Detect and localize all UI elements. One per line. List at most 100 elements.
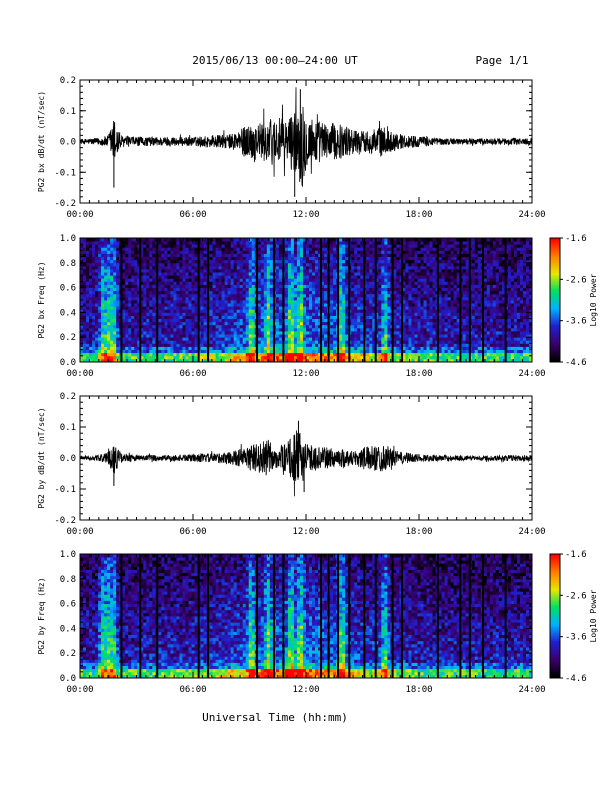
spectrogram-cell	[381, 288, 384, 292]
spectrogram-cell	[92, 347, 95, 351]
spectrogram-cell	[270, 288, 273, 292]
spectrogram-cell	[213, 278, 216, 282]
spectrogram-cell	[366, 272, 369, 276]
spectrogram-cell	[430, 328, 433, 332]
spectrogram-cell	[378, 309, 381, 313]
spectrogram-cell	[417, 343, 420, 347]
spectrogram-cell	[225, 325, 228, 329]
spectrogram-cell	[300, 254, 303, 258]
spectrogram-cell	[246, 325, 249, 329]
spectrogram-cell	[294, 353, 297, 357]
spectrogram-cell	[161, 340, 164, 344]
spectrogram-cell	[309, 247, 312, 251]
spectrogram-cell	[131, 300, 134, 304]
spectrogram-cell	[228, 272, 231, 276]
spectrogram-cell	[424, 328, 427, 332]
spectrogram-cell	[306, 300, 309, 304]
spectrogram-cell	[234, 350, 237, 354]
spectrogram-cell	[101, 316, 104, 320]
spectrogram-cell	[270, 328, 273, 332]
spectrogram-cell	[173, 325, 176, 329]
spectrogram-cell	[243, 347, 246, 351]
spectrogram-cell	[408, 322, 411, 326]
spectrogram-cell	[101, 257, 104, 261]
spectrogram-cell	[101, 294, 104, 298]
spectrogram-cell	[330, 247, 333, 251]
spectrogram-cell	[393, 306, 396, 310]
spectrogram-cell	[267, 322, 270, 326]
spectrogram-cell	[234, 319, 237, 323]
spectrogram-cell	[110, 347, 113, 351]
spectrogram-cell	[285, 334, 288, 338]
spectrogram-cell	[387, 322, 390, 326]
spectrogram-cell	[234, 247, 237, 251]
spectrogram-cell	[384, 260, 387, 264]
spectrogram-cell	[89, 347, 92, 351]
spectrogram-cell	[421, 291, 424, 295]
spectrogram-cell	[427, 285, 430, 289]
spectrogram-cell	[387, 281, 390, 285]
spectrogram-cell	[110, 316, 113, 320]
spectrogram-cell	[95, 257, 98, 261]
spectrogram-cell	[303, 328, 306, 332]
spectrogram-cell	[414, 260, 417, 264]
spectrogram-cell	[405, 281, 408, 285]
spectrogram-cell	[176, 328, 179, 332]
spectrogram-cell	[439, 343, 442, 347]
spectrogram-cell	[421, 278, 424, 282]
spectrogram-cell	[98, 254, 101, 258]
spectrogram-cell	[158, 254, 161, 258]
spectrogram-cell	[288, 303, 291, 307]
spectrogram-cell	[237, 254, 240, 258]
spectrogram-cell	[116, 278, 119, 282]
spectrogram-cell	[204, 254, 207, 258]
spectrogram-cell	[267, 319, 270, 323]
spectrogram-cell	[185, 278, 188, 282]
spectrogram-cell	[366, 319, 369, 323]
spectrogram-cell	[134, 263, 137, 267]
spectrogram-cell	[143, 319, 146, 323]
spectrogram-cell	[279, 353, 282, 357]
spectrogram-cell	[228, 300, 231, 304]
spectrogram-cell	[414, 309, 417, 313]
spectrogram-cell	[306, 306, 309, 310]
spectrogram-cell	[216, 309, 219, 313]
spectrogram-cell	[279, 303, 282, 307]
spectrogram-cell	[146, 272, 149, 276]
spectrogram-cell	[83, 263, 86, 267]
spectrogram-cell	[267, 281, 270, 285]
spectrogram-cell	[204, 275, 207, 279]
spectrogram-cell	[237, 350, 240, 354]
spectrogram-cell	[345, 257, 348, 261]
spectrogram-cell	[182, 269, 185, 273]
spectrogram-cell	[249, 281, 252, 285]
spectrogram-cell	[294, 297, 297, 301]
spectrogram-cell	[173, 272, 176, 276]
spectrogram-cell	[267, 269, 270, 273]
spectrogram-cell	[101, 337, 104, 341]
spectrogram-cell	[357, 238, 360, 242]
spectrogram-cell	[219, 337, 222, 341]
spectrogram-cell	[201, 316, 204, 320]
spectrogram-cell	[231, 306, 234, 310]
spectrogram-cell	[191, 247, 194, 251]
spectrogram-cell	[291, 343, 294, 347]
spectrogram-cell	[188, 303, 191, 307]
spectrogram-cell	[167, 312, 170, 316]
spectrogram-cell	[176, 312, 179, 316]
spectrogram-cell	[161, 325, 164, 329]
spectrogram-cell	[83, 244, 86, 248]
spectrogram-cell	[95, 322, 98, 326]
spectrogram-cell	[276, 285, 279, 289]
spectrogram-cell	[366, 322, 369, 326]
spectrogram-cell	[243, 334, 246, 338]
spectrogram-cell	[354, 350, 357, 354]
spectrogram-cell	[228, 263, 231, 267]
spectrogram-cell	[270, 281, 273, 285]
spectrogram-cell	[228, 309, 231, 313]
spectrogram-cell	[433, 331, 436, 335]
spectrogram-cell	[315, 353, 318, 357]
spectrogram-cell	[405, 306, 408, 310]
spectrogram-cell	[213, 306, 216, 310]
spectrogram-cell	[297, 353, 300, 357]
